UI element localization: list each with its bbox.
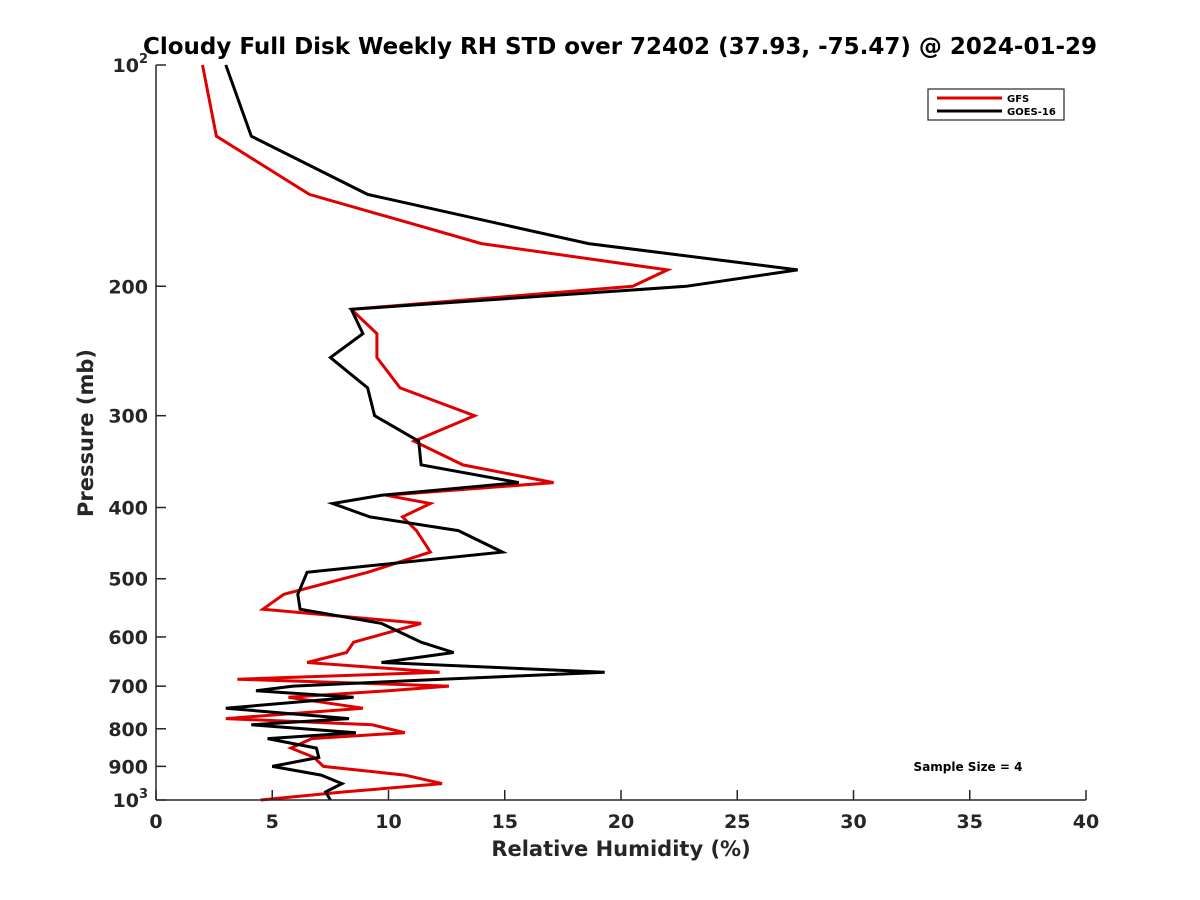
x-ticks: 0 5 10 15 20 25 30 35 40 [149, 790, 1099, 833]
y-tick-label: 400 [108, 498, 148, 520]
y-ticks: 102 200 300 400 500 600 700 800 900 103 [108, 52, 166, 812]
sample-size-annotation: Sample Size = 4 [914, 760, 1023, 774]
legend-label-gfs: GFS [1007, 94, 1029, 105]
series-line-gfs [201, 64, 673, 802]
y-tick-label: 103 [113, 787, 149, 812]
x-tick-label: 20 [608, 811, 634, 833]
y-tick-label: 600 [108, 627, 148, 649]
series-layer [201, 64, 798, 802]
chart-title: Cloudy Full Disk Weekly RH STD over 7240… [143, 34, 1097, 60]
x-axis-label: Relative Humidity (%) [491, 837, 750, 861]
y-tick-label: 500 [108, 569, 148, 591]
y-axis-label: Pressure (mb) [74, 349, 98, 517]
legend: GFS GOES-16 [927, 88, 1065, 121]
x-tick-label: 0 [149, 811, 162, 833]
series-line-goes-16 [224, 64, 798, 801]
x-tick-label: 35 [957, 811, 983, 833]
y-tick-label: 900 [108, 756, 148, 778]
x-tick-label: 25 [724, 811, 750, 833]
x-tick-label: 15 [492, 811, 518, 833]
y-tick-label: 300 [108, 406, 148, 428]
legend-label-goes-16: GOES-16 [1007, 107, 1056, 118]
x-tick-label: 40 [1073, 811, 1099, 833]
y-tick-label: 700 [108, 676, 148, 698]
x-tick-label: 10 [375, 811, 401, 833]
y-tick-label: 800 [108, 719, 148, 741]
y-tick-label: 200 [108, 276, 148, 298]
plot-area: 0 5 10 15 20 25 30 35 40 102 200 300 400 500 600 700 80… [108, 52, 1099, 833]
x-tick-label: 5 [266, 811, 279, 833]
x-tick-label: 30 [840, 811, 866, 833]
legend-box [927, 88, 1065, 121]
y-tick-label: 102 [113, 52, 149, 77]
